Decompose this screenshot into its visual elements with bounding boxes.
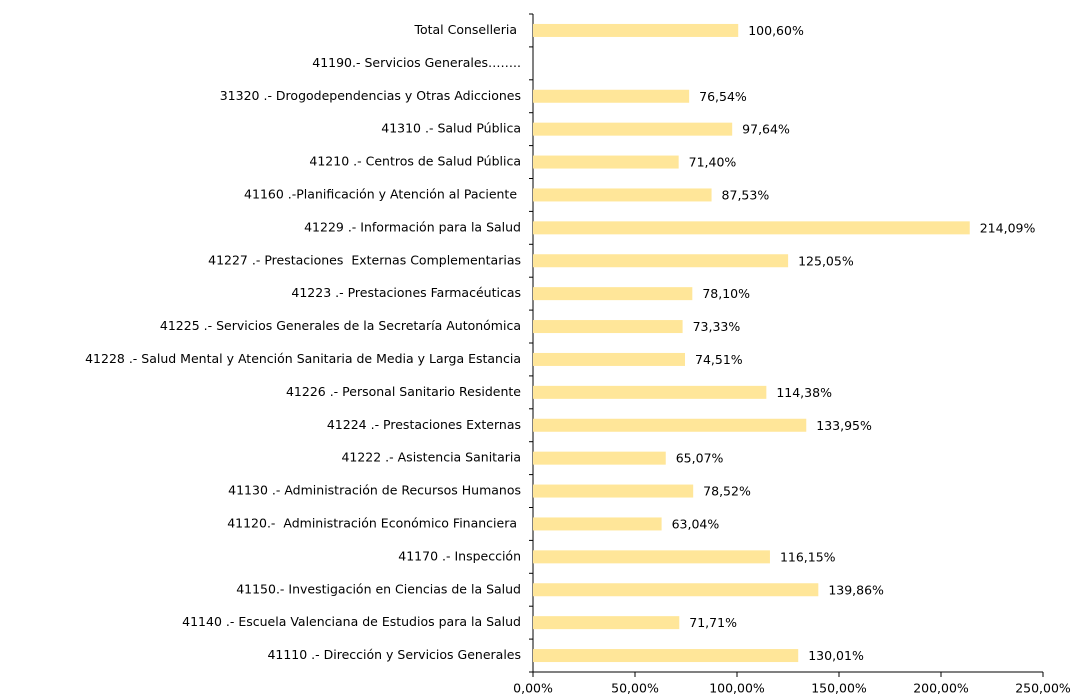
y-tick-label: 41170 .- Inspección	[398, 548, 521, 563]
bar	[533, 221, 970, 235]
y-tick-label: 41150.- Investigación en Ciencias de la …	[236, 581, 521, 596]
bar	[533, 155, 679, 169]
value-label: 71,40%	[689, 155, 737, 170]
y-tick-label: 41222 .- Asistencia Sanitaria	[341, 450, 521, 465]
value-label: 71,71%	[689, 615, 737, 630]
y-tick-label: 41190.- Servicios Generales……..	[312, 55, 521, 70]
y-tick-label: 41224 .- Prestaciones Externas	[327, 417, 521, 432]
value-label: 214,09%	[980, 220, 1036, 235]
x-tick-label: 200,00%	[913, 681, 969, 696]
value-label: 114,38%	[776, 385, 832, 400]
value-label: 125,05%	[798, 253, 854, 268]
y-tick-label: 41160 .-Planificación y Atención al Paci…	[244, 186, 521, 201]
value-label: 87,53%	[722, 187, 770, 202]
bar	[533, 320, 683, 334]
y-tick-label: 41110 .- Dirección y Servicios Generales	[267, 647, 521, 662]
bar	[533, 418, 807, 432]
bar	[533, 550, 770, 564]
y-tick-label: 41140 .- Escuela Valenciana de Estudios …	[182, 614, 521, 629]
y-tick-label: 41226 .- Personal Sanitario Residente	[286, 384, 521, 399]
bar	[533, 616, 680, 630]
bar	[533, 287, 693, 301]
y-tick-label: 31320 .- Drogodependencias y Otras Adicc…	[220, 88, 521, 103]
bar	[533, 122, 733, 136]
bar	[533, 89, 690, 103]
value-label: 100,60%	[748, 23, 804, 38]
value-label: 130,01%	[808, 648, 864, 663]
value-label: 133,95%	[816, 418, 872, 433]
x-tick-label: 100,00%	[709, 681, 765, 696]
bar	[533, 517, 662, 531]
y-tick-label: 41227 .- Prestaciones Externas Complemen…	[208, 252, 521, 267]
value-label: 78,52%	[703, 484, 751, 499]
value-label: 74,51%	[695, 352, 743, 367]
bar	[533, 254, 789, 268]
value-label: 76,54%	[699, 89, 747, 104]
bar	[533, 484, 694, 498]
bar	[533, 649, 799, 663]
bar	[533, 385, 767, 399]
y-tick-label: 41223 .- Prestaciones Farmacéuticas	[291, 285, 521, 300]
bar	[533, 583, 819, 597]
y-tick-label: 41228 .- Salud Mental y Atención Sanitar…	[85, 351, 521, 366]
value-label: 116,15%	[780, 549, 836, 564]
x-tick-label: 50,00%	[611, 681, 659, 696]
bar	[533, 188, 712, 202]
y-tick-label: 41120.- Administración Económico Financi…	[227, 515, 521, 530]
bar	[533, 352, 686, 366]
y-tick-label: 41130 .- Administración de Recursos Huma…	[228, 483, 521, 498]
y-tick-label: 41210 .- Centros de Salud Pública	[309, 154, 521, 169]
value-label: 97,64%	[742, 122, 790, 137]
value-label: 139,86%	[828, 582, 884, 597]
y-tick-label: 41310 .- Salud Pública	[381, 121, 521, 136]
y-tick-label: Total Conselleria	[413, 22, 521, 37]
value-label: 78,10%	[702, 286, 750, 301]
x-tick-label: 250,00%	[1015, 681, 1071, 696]
x-tick-label: 150,00%	[811, 681, 867, 696]
y-tick-label: 41225 .- Servicios Generales de la Secre…	[160, 318, 521, 333]
value-label: 73,33%	[693, 319, 741, 334]
bar	[533, 23, 739, 37]
y-tick-label: 41229 .- Información para la Salud	[304, 219, 521, 234]
x-tick-label: 0,00%	[513, 681, 553, 696]
value-label: 63,04%	[672, 516, 720, 531]
value-label: 65,07%	[676, 451, 724, 466]
bar	[533, 451, 666, 465]
